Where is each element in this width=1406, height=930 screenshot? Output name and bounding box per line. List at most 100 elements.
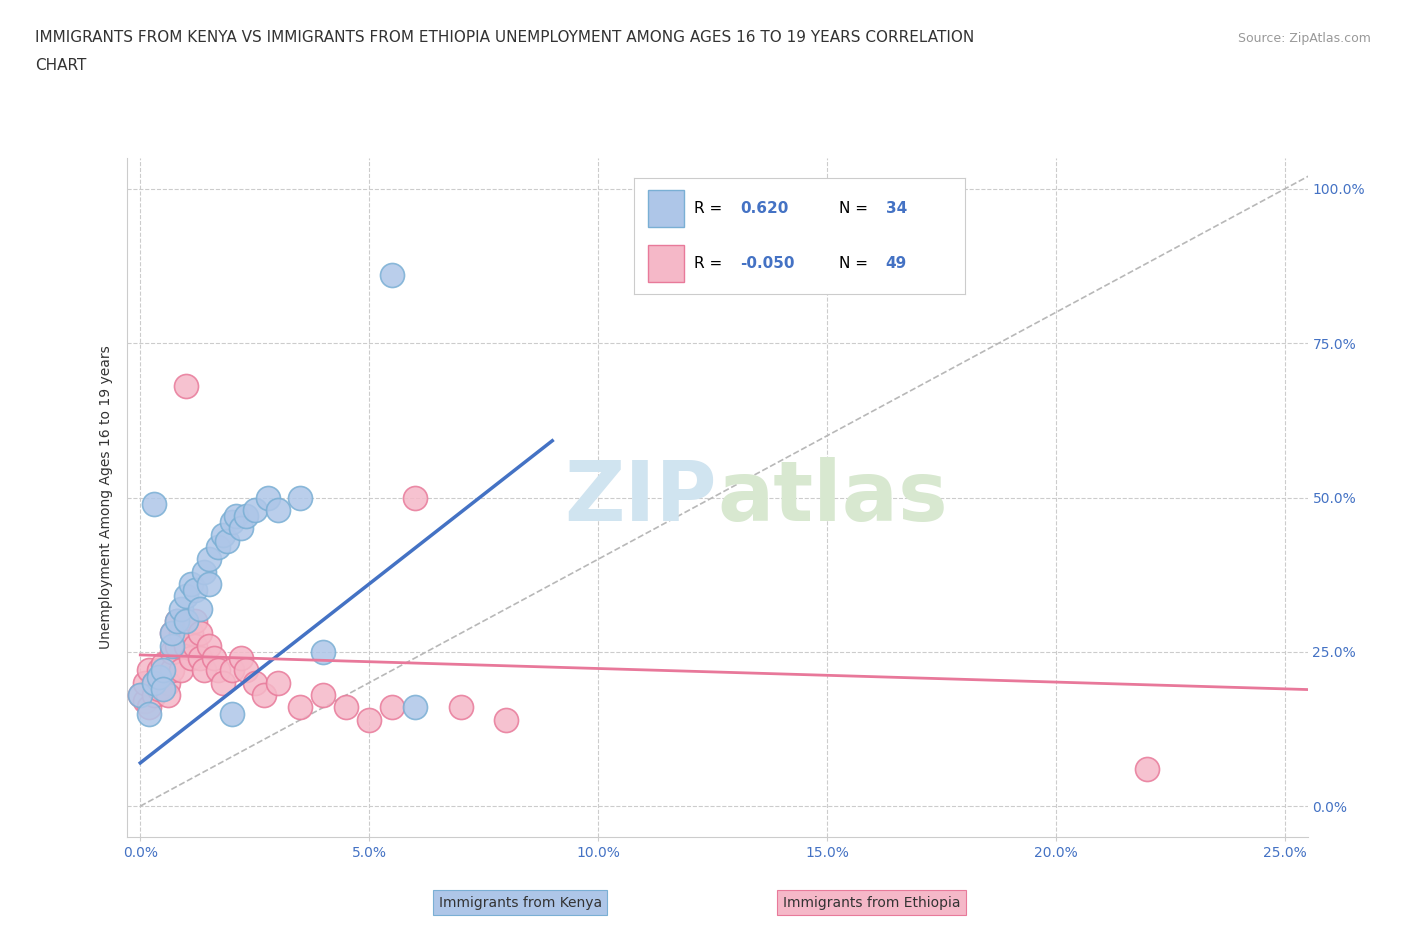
Point (1136, 762, 1159, 777)
Point (188, 601, 211, 616)
Point (152, 663, 174, 678)
Point (180, 626, 202, 641)
Point (495, 712, 517, 727)
Point (174, 379, 197, 394)
Text: 49: 49 (886, 257, 907, 272)
Point (148, 682, 170, 697)
Point (162, 663, 184, 678)
Point (211, 675, 233, 690)
Point (134, 694, 156, 709)
Point (184, 614, 207, 629)
Text: R =: R = (695, 257, 723, 272)
Point (404, 700, 426, 715)
Point (335, 700, 357, 715)
Text: ZIP: ZIP (565, 457, 717, 538)
Text: 34: 34 (886, 201, 907, 216)
FancyBboxPatch shape (648, 246, 683, 283)
Point (143, 497, 166, 512)
Point (156, 687, 179, 702)
Point (129, 687, 152, 702)
Point (174, 638, 197, 653)
Text: Immigrants from Ethiopia: Immigrants from Ethiopia (783, 896, 960, 910)
Point (138, 700, 160, 715)
Point (257, 490, 280, 505)
Point (312, 687, 335, 702)
Point (152, 657, 174, 671)
Text: R =: R = (695, 201, 723, 216)
Point (174, 614, 197, 629)
Point (143, 675, 166, 690)
Point (184, 583, 207, 598)
Point (180, 651, 202, 666)
Point (381, 268, 404, 283)
Point (235, 663, 257, 678)
Point (198, 638, 221, 653)
Point (193, 565, 215, 579)
Point (166, 614, 188, 629)
Point (202, 651, 225, 666)
Point (148, 663, 170, 678)
Point (235, 509, 257, 524)
FancyBboxPatch shape (648, 190, 683, 227)
Point (450, 700, 472, 715)
Point (188, 651, 211, 666)
Point (134, 675, 156, 690)
Point (198, 551, 221, 566)
Point (243, 502, 266, 517)
Point (166, 614, 188, 629)
Point (290, 700, 312, 715)
Point (211, 527, 233, 542)
Point (404, 490, 426, 505)
Point (180, 577, 202, 591)
Point (143, 687, 166, 702)
Text: N =: N = (839, 201, 869, 216)
Point (138, 663, 160, 678)
Point (290, 490, 312, 505)
Point (156, 675, 179, 690)
Point (129, 687, 152, 702)
Point (170, 663, 193, 678)
Point (138, 706, 160, 721)
Point (143, 675, 166, 690)
Text: atlas: atlas (717, 457, 948, 538)
Point (381, 700, 404, 715)
Point (170, 626, 193, 641)
Text: -0.050: -0.050 (740, 257, 794, 272)
Text: 0.620: 0.620 (740, 201, 789, 216)
Point (162, 638, 184, 653)
Point (174, 614, 197, 629)
Point (170, 601, 193, 616)
Point (229, 521, 252, 536)
Point (152, 669, 174, 684)
Point (266, 502, 288, 517)
Point (174, 589, 197, 604)
Text: IMMIGRANTS FROM KENYA VS IMMIGRANTS FROM ETHIOPIA UNEMPLOYMENT AMONG AGES 16 TO : IMMIGRANTS FROM KENYA VS IMMIGRANTS FROM… (35, 30, 974, 45)
Point (162, 626, 184, 641)
Point (221, 706, 243, 721)
Point (312, 644, 335, 659)
Point (198, 577, 221, 591)
Point (221, 515, 243, 530)
Point (229, 651, 252, 666)
Point (188, 626, 211, 641)
Point (193, 663, 215, 678)
Point (266, 675, 288, 690)
Text: Immigrants from Kenya: Immigrants from Kenya (439, 896, 602, 910)
Point (207, 663, 229, 678)
Point (184, 638, 207, 653)
Point (162, 644, 184, 659)
Point (162, 626, 184, 641)
Point (253, 687, 276, 702)
Point (225, 509, 247, 524)
Point (152, 682, 174, 697)
Y-axis label: Unemployment Among Ages 16 to 19 years: Unemployment Among Ages 16 to 19 years (100, 346, 114, 649)
Point (148, 669, 170, 684)
Point (217, 533, 239, 548)
Point (207, 539, 229, 554)
Text: N =: N = (839, 257, 869, 272)
Text: Source: ZipAtlas.com: Source: ZipAtlas.com (1237, 32, 1371, 45)
Text: CHART: CHART (35, 58, 87, 73)
Point (166, 638, 188, 653)
Point (243, 675, 266, 690)
Point (221, 663, 243, 678)
